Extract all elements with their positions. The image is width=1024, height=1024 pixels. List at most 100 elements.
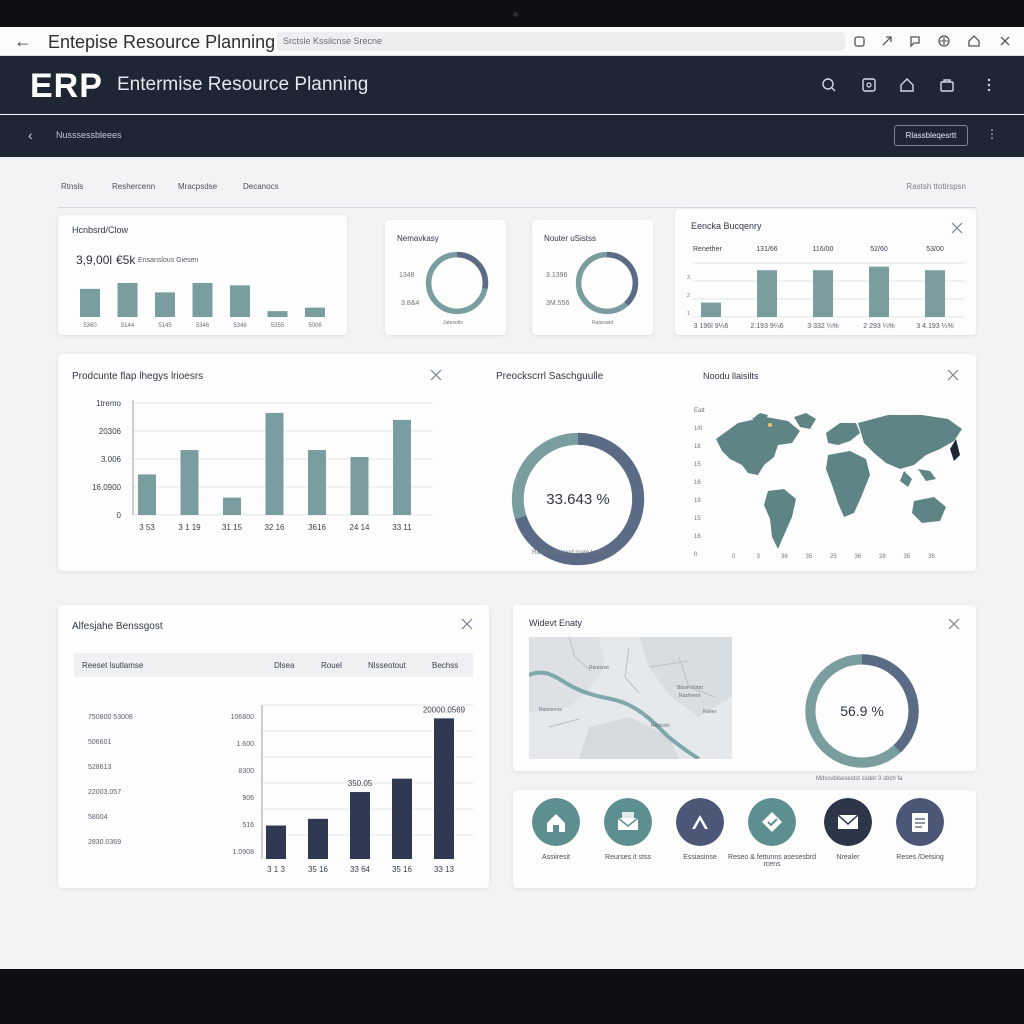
table-row-label[interactable]: 22003.057 [88,789,122,796]
logo: ERP [30,67,103,105]
close-icon[interactable] [997,33,1013,49]
big-value: 3,9,00l [76,253,113,267]
map-label: Rseer [703,709,717,715]
production-bar-chart: 1tremo 20306 3.006 16.0900 0 3 53 3 1 19 31 15 3… [92,399,433,532]
signal-icon[interactable] [676,798,724,846]
chart-bar [434,718,454,859]
data-label: 20000.0569 [423,705,466,714]
donut-caption: Mdssvblsesestst ssder 3 sbch fa [816,776,903,782]
quick-actions-card: Assiiresit Reurses it stss Essiasinse Reseo… [513,790,976,888]
quick-action-label: Reurses it stss [605,854,651,861]
table-body: 750800 53008 506601 528613 22003.057 58004 28… [58,605,489,888]
chart-bar [350,792,370,859]
table-card: Alfesjahe Benssgost Reeset lsutlamse Dls… [58,605,489,888]
card-title: Noodu llaisilts [703,371,759,381]
diamond-icon[interactable] [748,798,796,846]
header-action-button[interactable]: Rlassbleqesrtt [894,125,968,146]
budget-card: Eencka Bucqenry Renether 131/66 116/00 52/6… [675,209,976,335]
x-tick-label: 31 15 [222,523,243,532]
quick-actions: Assiiresit Reurses it stss Essiasinse Reseo… [513,790,976,888]
sub-header: ‹ Nusssessbleees Rlassbleqesrtt ⋮ [0,115,1024,157]
map-label: Rrinbstn [651,723,670,729]
x-tick-label: 3 [756,554,760,560]
card-title: Nemavkasy [397,234,439,243]
map-label: Rasrsenrs [539,707,562,713]
table-row-label[interactable]: 58004 [88,814,108,821]
tab-1[interactable]: Rtnsls [61,182,84,191]
chart-bar [192,283,213,317]
more-icon[interactable]: ⋮ [986,127,998,141]
donut-segment [805,654,919,768]
column-header[interactable]: Dlsea [274,661,295,670]
tab-4[interactable]: Decanocs [243,182,279,191]
table-row-label[interactable]: 528613 [88,764,112,771]
card-title: Hcnbsrd/Clow [72,225,129,235]
chart-bar [138,474,156,515]
table-row-label[interactable]: 750800 53008 [88,714,133,721]
table-row-label[interactable]: 2830.0369 [88,839,122,846]
x-tick-label: 35 16 [308,865,329,874]
close-icon[interactable] [947,369,959,381]
column-header[interactable]: Reeset lsutlamse [82,661,144,670]
camera-dot [513,12,518,17]
y-tick-label: 16 [694,534,701,540]
back-arrow-icon[interactable]: ← [14,31,32,51]
close-icon[interactable] [951,222,963,234]
x-tick-label: 35 [903,554,911,560]
extension-icon[interactable] [936,33,952,49]
tab-3[interactable]: Mracpsdse [178,182,218,191]
x-tick-label: 36 [781,554,788,560]
x-tick-label: 35 [805,554,813,560]
more-vertical-icon[interactable] [980,76,998,94]
column-header: 52/60 [870,246,888,253]
y-tick-label: 1.0908 [232,849,254,856]
table-row-label[interactable]: 506601 [88,739,112,746]
y-tick-label: 2 [687,293,690,299]
chart-bar [267,311,288,317]
house-icon[interactable] [532,798,580,846]
column-header[interactable]: Bechss [432,661,459,670]
chevron-left-icon[interactable]: ‹ [28,127,33,143]
share-icon[interactable] [879,33,895,49]
y-tick-label: 8300 [238,768,254,775]
chart-bar [393,419,411,515]
donut-chart [425,251,489,315]
table-header: Reeset lsutlamse Dlsea Rouel Nlsseotout … [74,653,473,677]
donut-segment [511,432,645,566]
donut-card-1: Nemavkasy 1348 3.8&4 Jatesotls [385,220,506,335]
bottom-bezel [0,969,1024,1024]
column-header: 131/66 [756,246,778,253]
comment-icon[interactable] [907,33,923,49]
revenue-bar-chart: 5360 5144 5145 5346 5346 5355 5006 [80,283,325,329]
app-title: Entermise Resource Planning [117,74,369,95]
y-tick-label: 20306 [99,427,122,436]
stop-icon[interactable] [851,33,867,49]
calendar-icon[interactable] [860,76,878,94]
search-icon[interactable] [820,76,838,94]
browser-bar: ← Entepise Resource Planning Srctsle Kss… [0,27,1024,56]
inbox-icon[interactable] [604,798,652,846]
chart-bar [223,497,241,515]
bag-icon[interactable] [938,76,956,94]
address-bar[interactable]: Srctsle Kssilcnse Srecne [277,32,845,51]
donut-segment [575,251,639,315]
mail-icon[interactable] [824,798,872,846]
budget-bar-chart: Renether 131/66 116/00 52/60 53/00 3 2 1 3 196l … [687,246,965,330]
close-icon[interactable] [461,618,473,630]
close-icon[interactable] [948,618,960,630]
y-tick-label: 516 [242,822,254,829]
home-icon[interactable] [898,76,916,94]
home-icon[interactable] [966,33,982,49]
y-tick-label: 906 [242,795,254,802]
chart-bar [308,450,326,515]
region-map [529,637,732,759]
close-icon[interactable] [430,369,442,381]
column-header[interactable]: Nlsseotout [368,661,406,670]
document-icon[interactable] [896,798,944,846]
x-tick-label: 3 53 [139,523,155,532]
x-tick-label: 5145 [158,323,172,329]
column-header[interactable]: Rouel [321,661,342,670]
world-map [716,413,962,549]
tab-2[interactable]: Reshercenn [112,182,156,191]
y-tick-label: 1.600 [236,741,254,748]
